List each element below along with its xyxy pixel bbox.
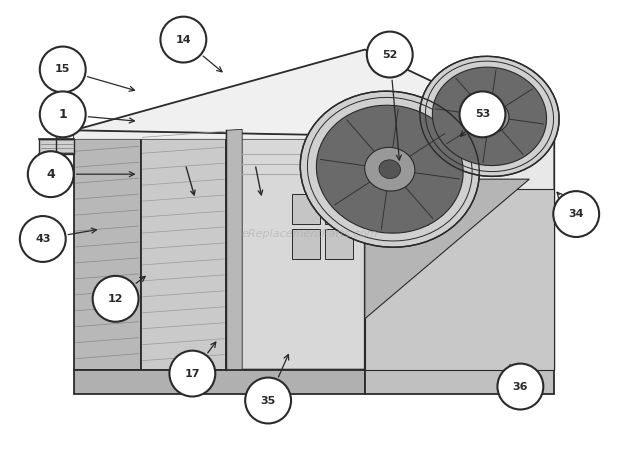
Circle shape xyxy=(553,191,599,237)
Circle shape xyxy=(497,363,543,409)
Bar xyxy=(325,194,353,224)
Polygon shape xyxy=(74,130,554,139)
Circle shape xyxy=(92,276,138,322)
Bar xyxy=(325,229,353,259)
Ellipse shape xyxy=(379,160,401,179)
Polygon shape xyxy=(365,69,554,370)
Circle shape xyxy=(161,16,206,62)
Circle shape xyxy=(40,91,86,137)
Circle shape xyxy=(367,31,413,77)
Polygon shape xyxy=(226,129,242,370)
Polygon shape xyxy=(141,130,226,370)
Text: 34: 34 xyxy=(569,209,584,219)
Text: 17: 17 xyxy=(185,369,200,378)
Polygon shape xyxy=(365,370,554,393)
Circle shape xyxy=(459,91,505,137)
Text: 43: 43 xyxy=(35,234,51,244)
Circle shape xyxy=(40,46,86,92)
Ellipse shape xyxy=(432,67,547,166)
Circle shape xyxy=(245,378,291,424)
Circle shape xyxy=(169,351,215,396)
Polygon shape xyxy=(365,179,529,319)
Polygon shape xyxy=(74,130,141,370)
Polygon shape xyxy=(74,370,365,393)
Text: 36: 36 xyxy=(513,382,528,392)
Text: 1: 1 xyxy=(58,108,67,121)
Text: 52: 52 xyxy=(382,50,397,60)
Bar xyxy=(292,194,320,224)
Text: 12: 12 xyxy=(108,294,123,304)
Text: 4: 4 xyxy=(46,168,55,181)
Polygon shape xyxy=(74,50,554,139)
Text: 14: 14 xyxy=(175,35,191,45)
Text: 35: 35 xyxy=(260,395,276,406)
Ellipse shape xyxy=(470,99,509,133)
Text: 15: 15 xyxy=(55,65,71,75)
Text: 53: 53 xyxy=(475,109,490,119)
Ellipse shape xyxy=(316,105,463,233)
Bar xyxy=(292,229,320,259)
Circle shape xyxy=(28,151,74,197)
Polygon shape xyxy=(226,69,365,370)
Ellipse shape xyxy=(420,56,559,176)
Polygon shape xyxy=(39,139,74,154)
Ellipse shape xyxy=(481,109,498,123)
Polygon shape xyxy=(365,189,554,370)
Ellipse shape xyxy=(300,91,479,247)
Circle shape xyxy=(20,216,66,262)
Ellipse shape xyxy=(365,147,415,191)
Text: eReplacementParts.com: eReplacementParts.com xyxy=(242,229,378,239)
